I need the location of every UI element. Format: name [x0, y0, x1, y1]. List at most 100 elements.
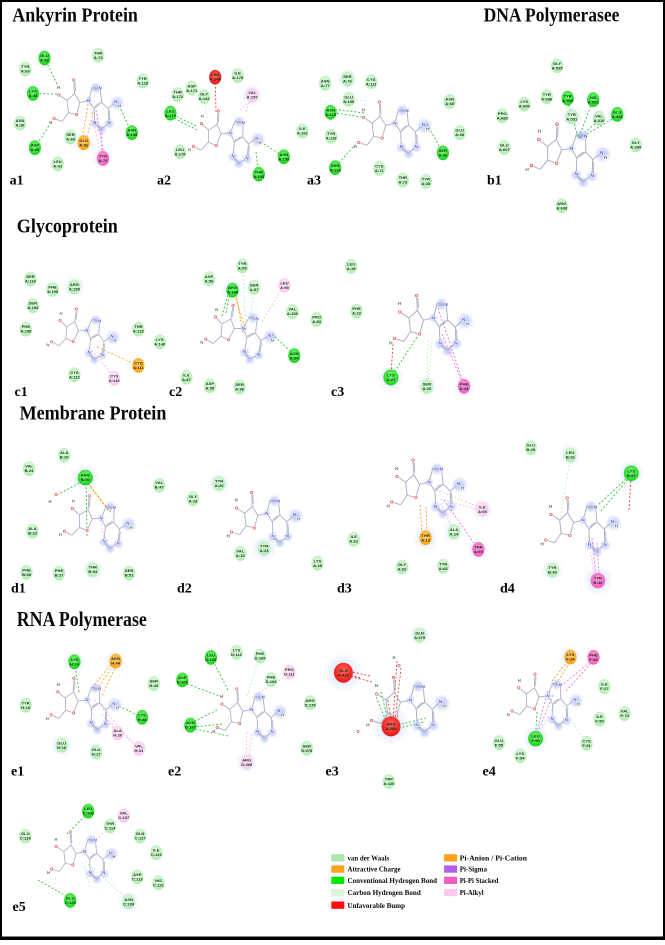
svg-text:A:106: A:106 — [343, 99, 355, 104]
svg-text:B:50: B:50 — [81, 477, 91, 482]
svg-text:A:72: A:72 — [94, 55, 104, 60]
svg-text:A:28: A:28 — [313, 563, 323, 568]
svg-text:Pi-Alkyl: Pi-Alkyl — [460, 888, 484, 897]
svg-text:d4: d4 — [500, 581, 515, 596]
svg-text:A:69: A:69 — [474, 549, 484, 554]
svg-text:A:111: A:111 — [366, 81, 377, 86]
svg-text:C:107: C:107 — [118, 815, 130, 820]
svg-text:H:17: H:17 — [92, 752, 102, 757]
svg-text:F:55: F:55 — [495, 742, 504, 747]
svg-text:D:111: D:111 — [284, 672, 295, 677]
svg-text:A:19: A:19 — [347, 266, 357, 271]
svg-text:a2: a2 — [157, 173, 171, 188]
svg-text:A:531: A:531 — [566, 116, 578, 121]
svg-text:A:118: A:118 — [137, 81, 149, 86]
svg-text:A:161: A:161 — [297, 131, 309, 136]
svg-text:DNA Polymerasee: DNA Polymerasee — [484, 5, 620, 27]
svg-text:D:108: D:108 — [177, 680, 189, 685]
svg-text:F:51: F:51 — [582, 743, 591, 748]
svg-text:B:30: B:30 — [548, 570, 558, 575]
svg-text:H: H — [48, 499, 51, 504]
svg-text:A:28: A:28 — [422, 181, 432, 186]
svg-text:a1: a1 — [10, 173, 24, 188]
svg-text:A:194: A:194 — [27, 305, 39, 310]
svg-text:B:54: B:54 — [88, 569, 98, 574]
svg-text:B:23: B:23 — [28, 531, 38, 536]
svg-text:B:58: B:58 — [22, 572, 32, 577]
svg-text:A:68: A:68 — [66, 137, 76, 142]
svg-text:A:61: A:61 — [349, 539, 359, 544]
svg-text:d2: d2 — [177, 581, 192, 596]
svg-text:A:90: A:90 — [280, 285, 290, 290]
svg-text:F:24: F:24 — [566, 657, 575, 662]
svg-text:A:379: A:379 — [414, 635, 426, 640]
svg-text:c3: c3 — [331, 385, 344, 400]
svg-text:A:20: A:20 — [215, 483, 225, 488]
svg-text:C:129: C:129 — [20, 836, 32, 841]
svg-text:A:690: A:690 — [519, 104, 531, 109]
svg-text:A:309: A:309 — [630, 145, 642, 150]
svg-text:A:65: A:65 — [445, 101, 455, 106]
svg-text:B:27: B:27 — [55, 573, 65, 578]
svg-text:e2: e2 — [168, 764, 181, 779]
svg-text:H:24: H:24 — [70, 661, 80, 666]
svg-text:C:125: C:125 — [65, 900, 77, 905]
svg-text:A:688: A:688 — [497, 115, 509, 120]
svg-text:A:76: A:76 — [343, 79, 353, 84]
svg-text:A:60: A:60 — [439, 153, 449, 158]
svg-text:A:686: A:686 — [541, 96, 553, 101]
svg-text:A:66: A:66 — [439, 566, 449, 571]
svg-text:B:26: B:26 — [566, 455, 576, 460]
svg-text:A:157: A:157 — [247, 95, 259, 100]
svg-text:B:29: B:29 — [526, 447, 536, 452]
svg-text:A:285: A:285 — [385, 726, 397, 731]
svg-text:D:112: D:112 — [231, 652, 243, 657]
svg-text:F:54: F:54 — [516, 755, 525, 760]
svg-text:D:165: D:165 — [254, 656, 266, 661]
svg-text:a3: a3 — [307, 173, 321, 188]
svg-text:C:114: C:114 — [105, 826, 117, 831]
svg-text:A:155: A:155 — [253, 174, 265, 179]
svg-text:A:112: A:112 — [69, 374, 81, 379]
svg-text:A:45: A:45 — [29, 93, 39, 98]
svg-text:C:108: C:108 — [83, 811, 95, 816]
svg-text:F:53: F:53 — [589, 657, 598, 662]
svg-text:A:71: A:71 — [375, 168, 385, 173]
svg-text:B:20: B:20 — [60, 455, 70, 460]
svg-text:A:418: A:418 — [338, 672, 350, 677]
svg-text:c2: c2 — [169, 385, 182, 400]
svg-text:A:20: A:20 — [423, 386, 433, 391]
svg-text:A:171: A:171 — [186, 88, 198, 93]
svg-text:A:198: A:198 — [20, 329, 32, 334]
svg-text:RNA Polymerase: RNA Polymerase — [17, 607, 147, 631]
svg-text:b1: b1 — [487, 173, 502, 188]
svg-text:A:83: A:83 — [312, 319, 322, 324]
svg-text:F:27: F:27 — [600, 686, 609, 691]
svg-text:A:114: A:114 — [330, 167, 342, 172]
svg-text:A:111: A:111 — [133, 365, 144, 370]
svg-text:A:159: A:159 — [69, 287, 81, 292]
svg-text:A:36: A:36 — [16, 123, 26, 128]
svg-text:A:607: A:607 — [499, 147, 511, 152]
svg-text:D:378: D:378 — [301, 748, 313, 753]
svg-text:A:77: A:77 — [321, 83, 331, 88]
svg-text:e3: e3 — [326, 764, 339, 779]
svg-text:A:175: A:175 — [174, 151, 186, 156]
svg-text:c1: c1 — [15, 385, 28, 400]
svg-text:A:195: A:195 — [47, 289, 59, 294]
svg-text:e5: e5 — [13, 900, 26, 915]
svg-text:van der Waals: van der Waals — [348, 854, 390, 863]
svg-text:H:19: H:19 — [21, 705, 31, 710]
svg-text:A:142: A:142 — [199, 96, 211, 101]
svg-text:A:69: A:69 — [21, 69, 31, 74]
svg-text:Attractive Charge: Attractive Charge — [348, 865, 402, 874]
svg-text:C:113: C:113 — [132, 876, 144, 881]
svg-text:C:109: C:109 — [123, 901, 135, 906]
svg-text:D:366: D:366 — [241, 762, 253, 767]
svg-text:A:24: A:24 — [460, 386, 470, 391]
svg-text:A:62: A:62 — [398, 567, 408, 572]
svg-text:Ankyrin Protein: Ankyrin Protein — [12, 5, 138, 26]
svg-text:A:13: A:13 — [421, 537, 431, 542]
svg-text:A:87: A:87 — [182, 377, 192, 382]
svg-text:A:118: A:118 — [25, 279, 37, 284]
